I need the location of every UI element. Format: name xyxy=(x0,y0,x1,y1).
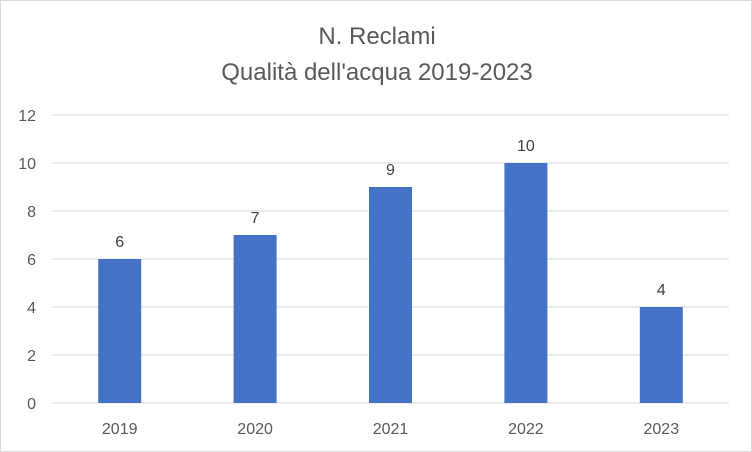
y-tick-label: 6 xyxy=(27,252,36,269)
bar xyxy=(369,187,412,403)
y-tick-label: 2 xyxy=(27,348,36,365)
y-tick-label: 12 xyxy=(18,108,36,125)
y-axis-ticks: 0 2 4 6 8 10 12 xyxy=(18,108,36,413)
chart-subtitle: Qualità dell'acqua 2019-2023 xyxy=(221,59,533,86)
bar xyxy=(98,259,142,403)
bar xyxy=(504,163,548,403)
y-tick-label: 10 xyxy=(18,156,36,173)
data-label: 6 xyxy=(115,234,124,251)
x-tick-label: 2020 xyxy=(237,421,273,438)
x-tick-label: 2019 xyxy=(102,421,138,438)
bar xyxy=(233,235,277,403)
x-axis-labels: 2019 2020 2021 2022 2023 xyxy=(102,421,679,438)
x-tick-label: 2021 xyxy=(373,421,409,438)
bar xyxy=(639,307,683,403)
chart-title: N. Reclami xyxy=(318,23,436,50)
bars xyxy=(98,163,683,403)
y-tick-label: 8 xyxy=(27,204,36,221)
x-tick-label: 2023 xyxy=(644,421,680,438)
y-tick-label: 4 xyxy=(27,300,36,317)
data-labels: 6 7 9 10 4 xyxy=(115,138,666,299)
data-label: 9 xyxy=(386,162,395,179)
x-tick-label: 2022 xyxy=(508,421,544,438)
data-label: 7 xyxy=(251,210,260,227)
data-label: 4 xyxy=(657,282,666,299)
y-tick-label: 0 xyxy=(27,396,36,413)
data-label: 10 xyxy=(517,138,535,155)
